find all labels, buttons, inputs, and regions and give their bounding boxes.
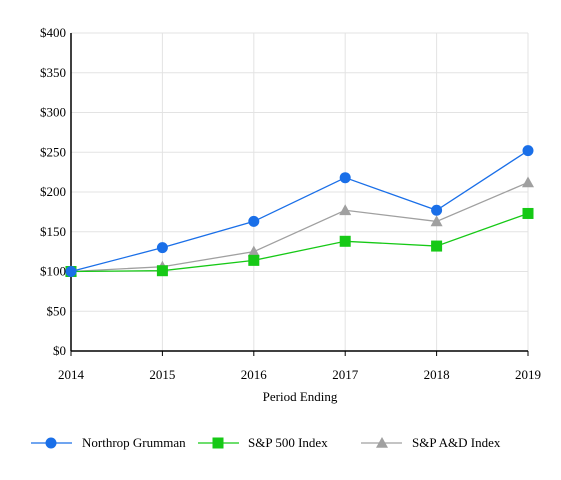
x-tick-label: 2015 xyxy=(149,367,175,382)
legend-marker xyxy=(212,437,224,449)
legend-label: S&P A&D Index xyxy=(412,435,501,450)
data-point xyxy=(431,204,443,216)
data-point xyxy=(247,245,260,257)
axes xyxy=(70,33,529,356)
series-line xyxy=(70,150,529,273)
y-tick-labels: $0 $50 $100 $150 $200 $250 $300 $350 $400 xyxy=(40,25,66,358)
x-tick-label: 2019 xyxy=(515,367,541,382)
x-tick-label: 2017 xyxy=(332,367,359,382)
y-tick-label: $400 xyxy=(40,25,66,40)
data-point xyxy=(339,204,352,216)
series-circle xyxy=(65,145,534,277)
legend-label: Northrop Grumman xyxy=(82,435,186,450)
legend: Northrop Grumman S&P 500 Index S&P A&D Ind… xyxy=(31,435,501,450)
data-point xyxy=(156,242,168,254)
legend-marker xyxy=(45,437,57,449)
y-tick-label: $100 xyxy=(40,264,66,279)
x-tick-label: 2016 xyxy=(241,367,268,382)
series-line xyxy=(70,181,529,273)
x-axis-title: Period Ending xyxy=(263,389,338,404)
x-tick-labels: 2014 2015 2016 2017 2018 2019 xyxy=(58,367,541,382)
data-point xyxy=(431,240,443,252)
data-point xyxy=(248,215,260,227)
series xyxy=(65,145,534,277)
data-point xyxy=(248,254,260,266)
legend-item: S&P 500 Index xyxy=(198,435,328,450)
legend-marker xyxy=(376,437,388,448)
y-tick-label: $250 xyxy=(40,144,66,159)
data-point xyxy=(430,215,443,227)
data-point xyxy=(339,235,351,247)
y-tick-label: $300 xyxy=(40,105,66,120)
y-tick-label: $150 xyxy=(40,224,66,239)
legend-item: S&P A&D Index xyxy=(361,435,501,450)
data-point xyxy=(522,145,534,157)
y-tick-label: $50 xyxy=(47,303,67,318)
y-tick-label: $0 xyxy=(53,343,66,358)
y-tick-label: $200 xyxy=(40,184,66,199)
grid xyxy=(71,32,529,351)
data-point xyxy=(522,207,534,219)
legend-item: Northrop Grumman xyxy=(31,435,186,450)
legend-label: S&P 500 Index xyxy=(248,435,328,450)
series-line xyxy=(70,212,529,273)
series-triangle xyxy=(65,176,534,277)
data-point xyxy=(156,265,168,277)
y-tick-label: $350 xyxy=(40,65,66,80)
x-tick-label: 2018 xyxy=(424,367,450,382)
data-point xyxy=(339,172,351,184)
data-point xyxy=(65,266,77,277)
x-tick-label: 2014 xyxy=(58,367,85,382)
series-square xyxy=(65,207,534,277)
data-point xyxy=(522,176,534,188)
